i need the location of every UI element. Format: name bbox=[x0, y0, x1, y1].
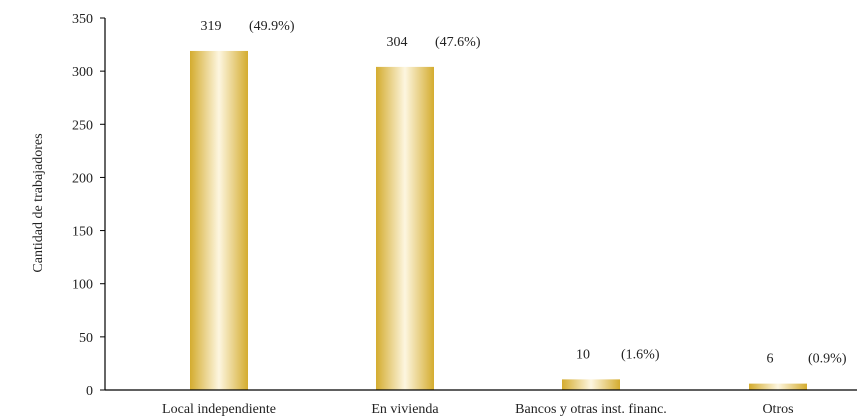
y-axis-ticks: 0 50 100 150 200 250 300 350 bbox=[72, 12, 105, 399]
category-label: Otros bbox=[762, 402, 793, 417]
bar bbox=[562, 379, 620, 390]
y-axis-label: Cantidad de trabajadores bbox=[31, 133, 46, 272]
data-labels-group: 319 (49.9%) 304 (47.6%) 10 (1.6%) 6 (0.9%) bbox=[201, 19, 847, 367]
y-tick-label: 0 bbox=[86, 384, 93, 399]
y-tick-label: 50 bbox=[79, 331, 93, 346]
percent-label: (47.6%) bbox=[435, 35, 481, 50]
percent-label: (0.9%) bbox=[808, 352, 847, 367]
y-tick-label: 100 bbox=[72, 278, 93, 293]
bars-group bbox=[190, 50, 807, 391]
value-label: 319 bbox=[201, 19, 222, 34]
category-label: En vivienda bbox=[371, 402, 439, 417]
value-label: 10 bbox=[576, 347, 590, 362]
y-tick-label: 150 bbox=[72, 225, 93, 240]
y-tick-label: 200 bbox=[72, 171, 93, 186]
y-tick-label: 350 bbox=[72, 12, 93, 27]
y-tick-label: 250 bbox=[72, 118, 93, 133]
category-label: Local independiente bbox=[162, 402, 276, 417]
value-label: 6 bbox=[767, 352, 774, 367]
percent-label: (49.9%) bbox=[249, 19, 295, 34]
y-tick-label: 300 bbox=[72, 65, 93, 80]
x-axis-labels: Local independiente En vivienda Bancos y o… bbox=[162, 402, 794, 417]
percent-label: (1.6%) bbox=[621, 347, 660, 362]
bar bbox=[190, 50, 248, 390]
category-label: Bancos y otras inst. financ. bbox=[515, 402, 667, 417]
bar bbox=[749, 383, 807, 390]
value-label: 304 bbox=[387, 35, 408, 50]
bar bbox=[376, 66, 434, 391]
